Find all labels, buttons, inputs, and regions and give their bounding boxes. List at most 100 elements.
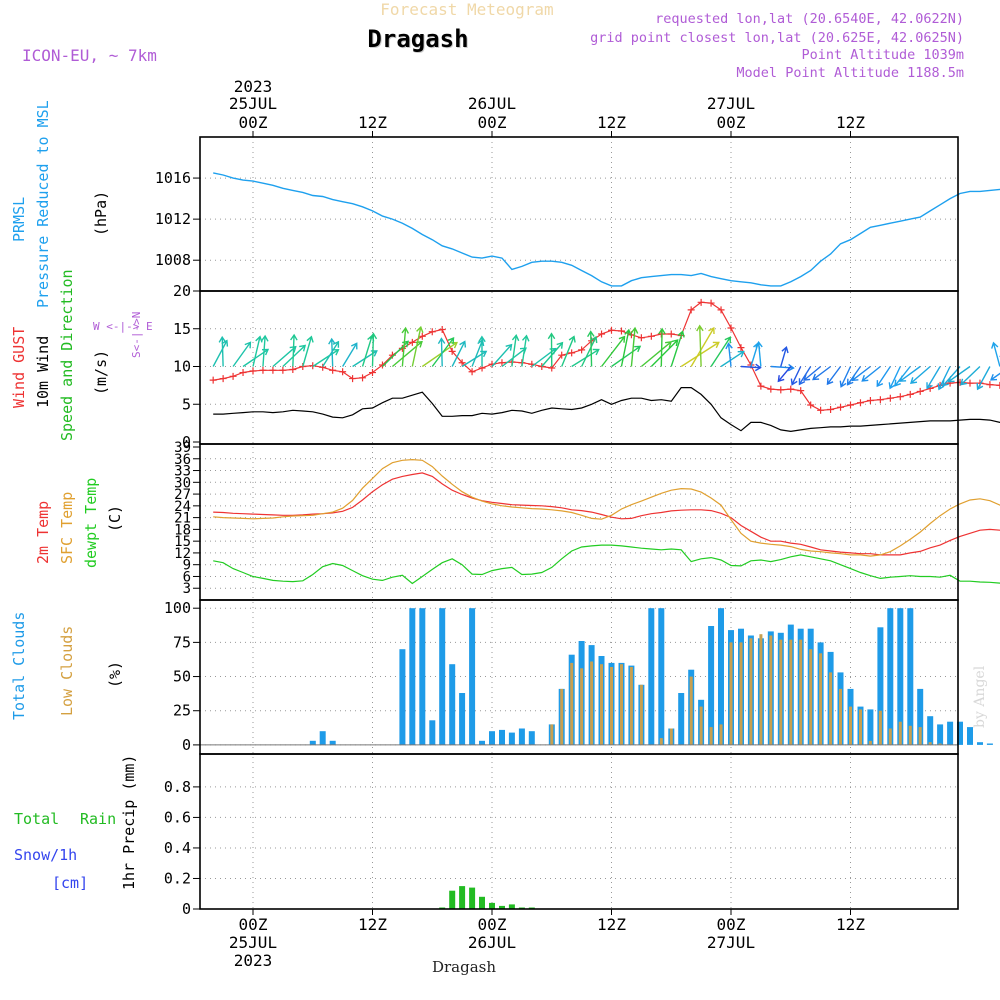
gust-point (986, 381, 994, 389)
low-cloud-bar (898, 721, 902, 745)
snow-label-2: [cm] (52, 874, 88, 892)
rain-bar (508, 904, 515, 909)
gust-point (279, 366, 287, 374)
clouds-tick-label: 25 (173, 702, 191, 720)
total-cloud-bar (977, 742, 983, 745)
wind10-label: 10m Wind (34, 336, 52, 408)
gust-point (468, 368, 476, 376)
gust-point (896, 393, 904, 401)
gust-point (269, 366, 277, 374)
wind-direction-arrow (630, 328, 636, 367)
wind-direction-arrow (411, 326, 422, 367)
total-cloud-bar (907, 608, 914, 745)
wind-arrow-head (876, 380, 884, 388)
wind-arrow-head (369, 332, 378, 340)
low-cloud-bar (590, 661, 594, 745)
low-cloud-bar (629, 667, 633, 745)
wind-arrow-head (328, 337, 336, 345)
wind-direction-arrow (342, 342, 358, 367)
rain-bar (469, 887, 476, 909)
panel-frame-pr (199, 753, 959, 910)
wind-direction-arrow (252, 336, 261, 367)
gust-point (797, 387, 805, 395)
t2m-label: 2m Temp (34, 501, 52, 564)
total-cloud-bar (897, 608, 904, 745)
wind-direction-arrow (757, 342, 762, 367)
low-cloud-bar (839, 688, 842, 745)
wind-tick-label: 15 (173, 320, 191, 338)
precip-unit: 1hr Precip (mm) (120, 755, 138, 890)
wind-direction-arrow (561, 336, 575, 367)
wind-direction-arrow (302, 336, 313, 367)
wind-arrow-head (592, 348, 600, 356)
total-cloud-bar (937, 724, 944, 745)
wind-direction-arrow (992, 342, 1000, 367)
low-cloud-bar (659, 738, 663, 745)
wind-arrow-head (725, 342, 733, 350)
wind-arrow-head (888, 382, 896, 390)
gust-point (856, 399, 864, 407)
precip-tick-label: 0 (182, 900, 191, 918)
wind-arrow-head (989, 374, 998, 381)
total-cloud-bar (439, 608, 446, 745)
wind-direction-arrow (889, 366, 901, 389)
gust-point (259, 366, 267, 374)
wind-arrow-head (437, 337, 446, 345)
wind-tick-label: 0 (182, 433, 191, 451)
temp-tick-label: 18 (174, 522, 191, 538)
total-clouds-label: Total Clouds (10, 612, 28, 720)
sfc-label: SFC Temp (58, 492, 76, 564)
wind-arrow-head (991, 341, 999, 349)
total-cloud-bar (309, 740, 316, 745)
wind-arrow-head (677, 330, 685, 338)
wind-direction-arrow (960, 365, 981, 386)
wind-direction-arrow (926, 366, 941, 389)
gust-point (717, 306, 725, 314)
temp-labels: 2m Temp SFC Temp dewpt Temp (C) (34, 478, 124, 568)
temp-tick-label: 3 (183, 581, 191, 597)
gust-point (359, 374, 367, 382)
total-cloud-bar (479, 740, 485, 745)
total-cloud-bar (648, 608, 655, 745)
wind-arrow-head (590, 335, 598, 344)
low-cloud-bar (849, 706, 852, 745)
wind-arrow-head (261, 334, 269, 342)
bottom-hour-label: 00Z (239, 915, 268, 934)
low-cloud-bar (789, 639, 793, 745)
wind-arrow-head (781, 346, 789, 354)
wind-direction-arrow (322, 341, 340, 367)
wind-direction-arrow (491, 344, 513, 367)
low-cloud-bar (689, 676, 693, 745)
low-cloud-bar (580, 668, 584, 745)
wind-arrow-head (306, 335, 314, 343)
gust-point (966, 379, 974, 387)
wind-arrow-head (798, 378, 806, 386)
wind-direction-arrow (690, 327, 715, 367)
gust-point (319, 363, 327, 371)
wind-arrow-head (839, 380, 847, 388)
clouds-unit: (%) (106, 661, 124, 688)
wind-direction-arrow (750, 342, 759, 367)
wind-arrow-head (447, 337, 455, 345)
low-cloud-bar (769, 635, 773, 745)
total-cloud-bar (967, 727, 973, 745)
wind-arrow-head (899, 375, 907, 382)
model-label: ICON-EU, ~ 7km (22, 46, 157, 65)
wind-arrow-head (556, 341, 564, 349)
gust-point (408, 338, 416, 346)
precip-tick-label: 0.6 (164, 808, 191, 826)
wind-labels: Wind GUST 10m Wind Speed and Direction (… (10, 269, 153, 441)
wind-direction-arrow (777, 366, 792, 382)
gust-point (209, 376, 217, 384)
gust-point (737, 344, 745, 352)
dewpt-line (213, 544, 1000, 585)
bottom-hour-label: 12Z (358, 915, 387, 934)
gust-point (568, 349, 576, 357)
gust-point (886, 394, 894, 402)
low-cloud-bar (709, 727, 713, 745)
low-cloud-bar (928, 742, 932, 745)
wind-unit: (m/s) (92, 350, 110, 395)
snow-label-1: Snow/1h (14, 846, 77, 864)
gust-point (647, 332, 655, 340)
wind-arrow-head (658, 327, 666, 335)
